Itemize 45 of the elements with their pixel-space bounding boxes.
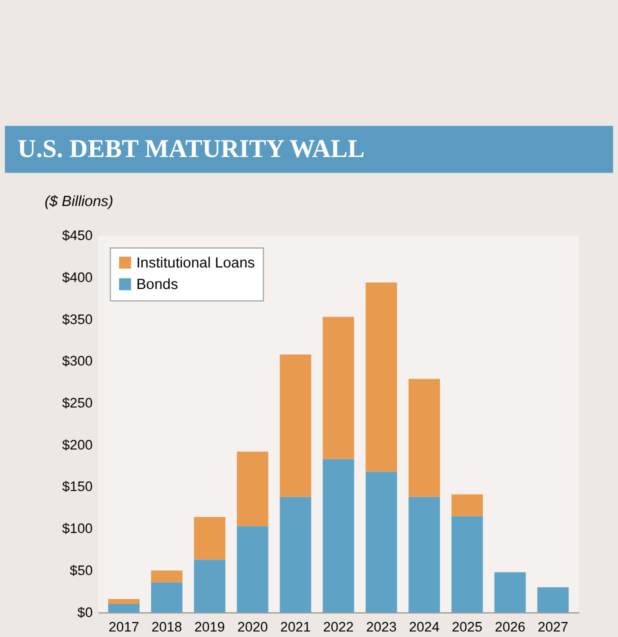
bar xyxy=(151,582,182,612)
bar xyxy=(408,378,440,497)
x-tick-label: 2017 xyxy=(108,620,140,634)
bar xyxy=(322,316,354,460)
bar xyxy=(366,472,398,612)
bar xyxy=(194,560,226,612)
y-tick-label: $250 xyxy=(62,396,94,411)
x-tick-label: 2024 xyxy=(408,620,440,634)
x-tick-label: 2022 xyxy=(323,620,354,634)
y-tick-label: $400 xyxy=(62,270,94,285)
x-tick-label: 2027 xyxy=(538,620,568,634)
bar xyxy=(108,604,140,612)
x-tick-label: 2023 xyxy=(366,620,397,634)
y-axis-title: ($ Billions) xyxy=(44,194,114,210)
bar xyxy=(537,587,569,612)
y-tick-label: $200 xyxy=(62,437,94,452)
y-tick-label: $50 xyxy=(70,562,94,578)
y-tick-label: $350 xyxy=(62,312,94,327)
bar xyxy=(408,496,440,612)
x-tick-label: 2026 xyxy=(494,620,526,634)
x-tick-label: 2021 xyxy=(280,620,311,634)
y-tick-label: $300 xyxy=(62,354,94,369)
bar xyxy=(108,598,140,604)
x-tick-label: 2025 xyxy=(452,620,483,634)
bar xyxy=(280,354,312,497)
y-tick-label: $150 xyxy=(62,479,94,494)
bar xyxy=(236,526,268,612)
chart-title: U.S. DEBT MATURITY WALL xyxy=(18,134,365,164)
bar xyxy=(194,516,226,560)
bar xyxy=(494,572,526,612)
y-tick-label: $450 xyxy=(62,228,94,244)
bar xyxy=(451,494,483,516)
x-tick-label: 2018 xyxy=(151,620,182,634)
bar xyxy=(451,516,483,612)
bar xyxy=(366,282,398,472)
bar xyxy=(322,459,354,612)
x-tick-label: 2019 xyxy=(194,620,225,634)
bar xyxy=(280,496,312,612)
legend-label: Bonds xyxy=(136,277,178,294)
x-tick-label: 2020 xyxy=(237,620,268,634)
bar xyxy=(236,452,268,526)
y-tick-label: $100 xyxy=(62,521,94,536)
y-tick-label: $0 xyxy=(77,604,94,620)
legend-label: Institutional Loans xyxy=(136,256,255,272)
bar xyxy=(151,570,182,582)
